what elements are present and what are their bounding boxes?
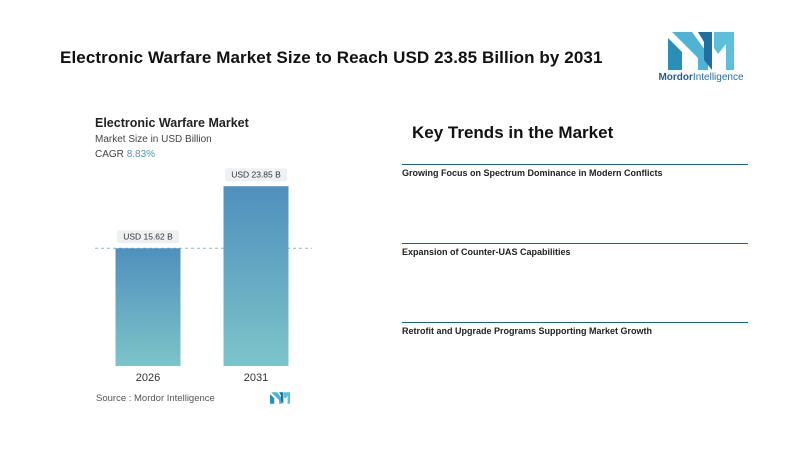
bar-2031 bbox=[223, 186, 289, 366]
value-label: USD 15.62 B bbox=[123, 232, 173, 242]
value-label-box bbox=[225, 168, 287, 182]
mordor-logo-icon bbox=[668, 32, 734, 70]
cagr-value: 8.83% bbox=[126, 149, 156, 160]
x-tick-label: 2026 bbox=[136, 372, 160, 384]
mordor-logo-small-icon bbox=[270, 392, 290, 404]
page-headline: Electronic Warfare Market Size to Reach … bbox=[60, 48, 603, 67]
trend-item: Retrofit and Upgrade Programs Supporting… bbox=[402, 322, 748, 336]
value-label-box bbox=[117, 230, 179, 244]
chart-cagr: CAGR 8.83% bbox=[95, 149, 155, 160]
cagr-label: CAGR bbox=[95, 149, 124, 160]
x-tick-label: 2031 bbox=[244, 372, 268, 384]
value-label: USD 23.85 B bbox=[231, 170, 281, 180]
chart-title: Electronic Warfare Market bbox=[95, 116, 249, 130]
bar-2026 bbox=[115, 248, 181, 366]
trends-title: Key Trends in the Market bbox=[412, 123, 614, 142]
chart-subtitle: Market Size in USD Billion bbox=[95, 134, 212, 145]
trend-item: Growing Focus on Spectrum Dominance in M… bbox=[402, 164, 748, 178]
logo-wordmark: MordorIntelligence bbox=[658, 72, 744, 83]
trend-item: Expansion of Counter-UAS Capabilities bbox=[402, 243, 748, 257]
brand-logo: MordorIntelligence bbox=[656, 32, 746, 84]
chart-source: Source : Mordor Intelligence bbox=[96, 393, 215, 404]
